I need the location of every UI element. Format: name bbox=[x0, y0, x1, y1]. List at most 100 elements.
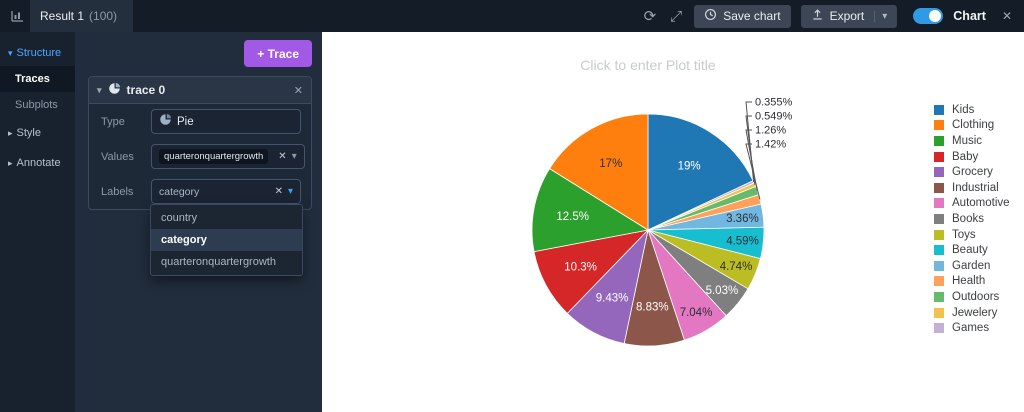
legend-item[interactable]: Books bbox=[934, 211, 1010, 227]
legend-swatch bbox=[934, 229, 944, 240]
labels-dropdown-menu: country category quarteronquartergrowth bbox=[150, 204, 303, 276]
legend-swatch bbox=[934, 104, 944, 115]
legend-item[interactable]: Grocery bbox=[934, 164, 1010, 180]
export-label: Export bbox=[829, 9, 865, 23]
legend-item[interactable]: Garden bbox=[934, 258, 1010, 274]
clear-icon[interactable]: ✕ bbox=[274, 186, 283, 197]
legend-label: Music bbox=[952, 134, 983, 147]
topbar: Result 1 (100) ⟳ ⤢ Save chart Export ▾ C… bbox=[0, 0, 1024, 32]
legend-label: Books bbox=[952, 212, 984, 225]
pie-outside-label: 1.42% bbox=[755, 139, 786, 151]
sidebar-item-structure[interactable]: ▾ Structure bbox=[0, 40, 75, 66]
result-tab-count: (100) bbox=[89, 9, 118, 23]
sidebar-item-annotate[interactable]: ▸ Annotate bbox=[0, 148, 75, 178]
chart-toggle-label: Chart bbox=[953, 9, 986, 23]
sidebar-item-style[interactable]: ▸ Style bbox=[0, 118, 75, 148]
legend-swatch bbox=[934, 151, 944, 162]
pie-slice-label: 12.5% bbox=[556, 211, 589, 223]
sidebar-item-subplots[interactable]: Subplots bbox=[0, 92, 75, 118]
pie-slice[interactable] bbox=[647, 113, 754, 231]
refresh-icon[interactable]: ⟳ bbox=[643, 7, 657, 25]
expand-icon[interactable]: ⤢ bbox=[670, 7, 683, 25]
type-field-row: Type Pie bbox=[89, 104, 311, 139]
legend-swatch bbox=[934, 167, 944, 178]
pie-slice-label: 3.36% bbox=[726, 213, 759, 225]
add-trace-button[interactable]: + Trace bbox=[244, 40, 312, 67]
toggle-knob bbox=[929, 10, 942, 22]
pie-outside-label: 0.355% bbox=[755, 97, 793, 109]
pie-chart-icon bbox=[159, 113, 172, 131]
export-button[interactable]: Export ▾ bbox=[800, 4, 898, 28]
save-chart-label: Save chart bbox=[723, 9, 781, 23]
legend-item[interactable]: Kids bbox=[934, 102, 1010, 118]
values-chip: quarteronquartergrowth bbox=[159, 149, 269, 164]
legend-item[interactable]: Health bbox=[934, 274, 1010, 290]
legend-swatch bbox=[934, 120, 944, 131]
legend-item[interactable]: Games bbox=[934, 320, 1010, 336]
legend-label: Baby bbox=[952, 150, 979, 163]
legend-swatch bbox=[934, 291, 944, 302]
pie-leader-line bbox=[745, 143, 761, 200]
chevron-down-icon[interactable]: ▾ bbox=[291, 151, 297, 162]
legend-item[interactable]: Clothing bbox=[934, 118, 1010, 134]
legend-item[interactable]: Toys bbox=[934, 227, 1010, 243]
type-select[interactable]: Pie bbox=[151, 109, 301, 134]
chevron-down-icon[interactable]: ▾ bbox=[97, 84, 102, 95]
sidebar-item-label: Style bbox=[16, 127, 41, 139]
legend-item[interactable]: Beauty bbox=[934, 242, 1010, 258]
chart-editor-sidebar: ▾ Structure Traces Subplots ▸ Style ▸ An… bbox=[0, 32, 75, 412]
close-icon[interactable]: ✕ bbox=[293, 84, 303, 97]
sidebar-item-label: Subplots bbox=[15, 99, 58, 111]
legend-swatch bbox=[934, 323, 944, 334]
chevron-down-icon[interactable]: ▾ bbox=[287, 186, 293, 197]
chevron-down-icon: ▾ bbox=[8, 47, 13, 58]
legend-label: Games bbox=[952, 322, 990, 335]
legend-item[interactable]: Industrial bbox=[934, 180, 1010, 196]
type-field-label: Type bbox=[101, 115, 125, 128]
legend-label: Toys bbox=[952, 228, 976, 241]
chevron-down-icon[interactable]: ▾ bbox=[874, 10, 887, 22]
labels-field-row: Labels category ✕ ▾ bbox=[89, 174, 311, 209]
pie-leader-line bbox=[745, 129, 758, 191]
pie-slice-label: 17% bbox=[599, 158, 622, 170]
legend-swatch bbox=[934, 198, 944, 209]
legend-swatch bbox=[934, 135, 944, 146]
legend-item[interactable]: Baby bbox=[934, 149, 1010, 165]
legend-swatch bbox=[934, 260, 944, 271]
values-field-row: Values quarteronquartergrowth ✕ ▾ bbox=[89, 139, 311, 174]
dropdown-option-category[interactable]: category bbox=[151, 229, 302, 251]
legend-label: Jewelery bbox=[952, 306, 998, 319]
legend-label: Clothing bbox=[952, 119, 995, 132]
dropdown-option-country[interactable]: country bbox=[161, 212, 198, 224]
legend-item[interactable]: Music bbox=[934, 133, 1010, 149]
legend-item[interactable]: Automotive bbox=[934, 196, 1010, 212]
legend-swatch bbox=[934, 276, 944, 287]
chart-toggle[interactable] bbox=[913, 8, 944, 24]
legend-label: Grocery bbox=[952, 166, 993, 179]
pie-slice-label: 8.83% bbox=[636, 301, 669, 313]
legend-item[interactable]: Outdoors bbox=[934, 289, 1010, 305]
type-value: Pie bbox=[177, 115, 194, 128]
legend-item[interactable]: Jewelery bbox=[934, 305, 1010, 321]
pie-slice[interactable] bbox=[531, 168, 650, 253]
values-select[interactable]: quarteronquartergrowth ✕ ▾ bbox=[151, 144, 305, 169]
dropdown-option-quarteronquartergrowth[interactable]: quarteronquartergrowth bbox=[161, 256, 276, 268]
legend-label: Outdoors bbox=[952, 290, 1000, 303]
values-field-label: Values bbox=[101, 150, 134, 163]
export-upload-icon bbox=[811, 8, 824, 24]
sidebar-item-label: Traces bbox=[15, 73, 50, 85]
sidebar-item-traces[interactable]: Traces bbox=[0, 66, 75, 92]
clear-icon[interactable]: ✕ bbox=[278, 151, 287, 162]
pie-slice-label: 4.59% bbox=[726, 236, 759, 248]
save-chart-button[interactable]: Save chart bbox=[694, 4, 791, 28]
close-icon[interactable]: ✕ bbox=[1001, 9, 1012, 23]
labels-select[interactable]: category ✕ ▾ bbox=[151, 179, 301, 204]
pie-slice-label: 19% bbox=[678, 160, 701, 172]
pie-slice-label: 9.43% bbox=[596, 293, 629, 305]
pie-slice[interactable] bbox=[549, 113, 649, 231]
trace-card-header[interactable]: ▾ trace 0 ✕ bbox=[89, 77, 311, 104]
plot-title-placeholder[interactable]: Click to enter Plot title bbox=[580, 57, 716, 73]
legend-label: Kids bbox=[952, 103, 975, 116]
result-tab[interactable]: Result 1 (100) bbox=[30, 0, 134, 32]
legend-label: Automotive bbox=[952, 197, 1010, 210]
